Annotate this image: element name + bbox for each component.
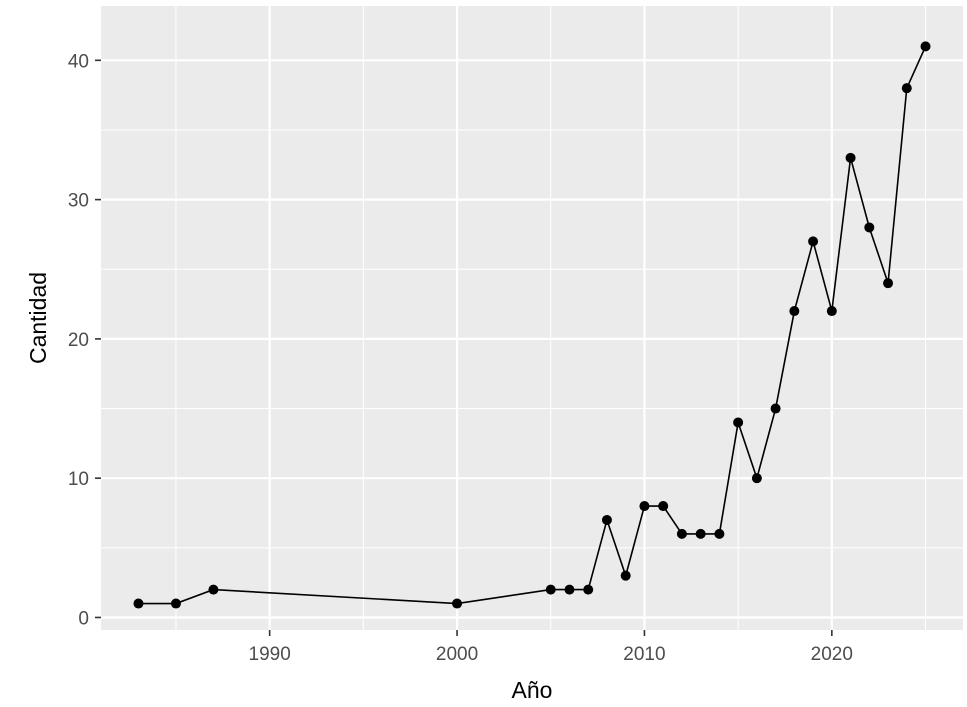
data-point [826,306,837,317]
major-gridlines [101,6,963,630]
data-point [620,570,631,581]
data-point [733,417,744,428]
data-point [601,514,612,525]
data-point [714,528,725,539]
data-point [901,83,912,94]
tick-labels: 1990 2000 2010 2020 0 10 20 30 40 [68,51,853,665]
x-tick-label: 2000 [436,644,478,665]
y-tick-label: 20 [68,330,89,351]
x-tick-label: 2020 [811,644,853,665]
x-axis-title: Año [512,677,553,702]
plot-panel [101,6,963,630]
y-axis-title: Cantidad [25,272,51,364]
data-point [545,584,556,595]
data-point [808,236,819,247]
data-point [208,584,219,595]
data-point [639,501,650,512]
data-point [883,278,894,289]
data-points [133,41,931,609]
y-tick-label: 10 [68,469,89,490]
y-tick-label: 30 [68,191,89,212]
data-point [751,473,762,484]
x-tick-label: 2010 [623,644,665,665]
data-point [583,584,594,595]
data-point [564,584,575,595]
data-point [864,222,875,233]
minor-gridlines [101,6,963,630]
data-point [452,598,463,609]
data-point [770,403,781,414]
data-point [695,528,706,539]
x-tick-label: 1990 [249,644,291,665]
data-point [676,528,687,539]
data-point [658,501,669,512]
axis-ticks [95,59,833,636]
data-point [789,306,800,317]
data-point [133,598,144,609]
data-point [845,152,856,163]
y-tick-label: 0 [78,608,89,629]
data-point [920,41,931,52]
y-tick-label: 40 [68,51,89,72]
data-point [170,598,181,609]
